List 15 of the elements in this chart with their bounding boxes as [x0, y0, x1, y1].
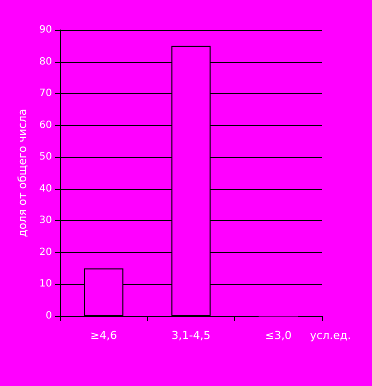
y-tick-label: 40 [39, 183, 52, 194]
y-tick-label: 20 [39, 246, 52, 258]
y-tick-label: 50 [39, 152, 52, 163]
y-axis-title: доля от общего числа [16, 108, 29, 238]
y-tick-label: 60 [39, 120, 52, 131]
y-tick-label: 80 [39, 56, 52, 68]
x-tick-label: ≥4,6 [90, 329, 118, 342]
y-tick-label: 70 [39, 88, 52, 100]
x-tick-label: ≤3,0 [264, 329, 292, 342]
y-tick-label: 90 [39, 24, 52, 36]
y-tick-label: 30 [39, 215, 52, 226]
y-tick-label: 0 [46, 310, 52, 322]
y-tick-label: 10 [39, 278, 52, 290]
x-tick-label: 3,1-4,5 [172, 329, 210, 342]
x-axis-title: усл.ед. [310, 329, 351, 342]
